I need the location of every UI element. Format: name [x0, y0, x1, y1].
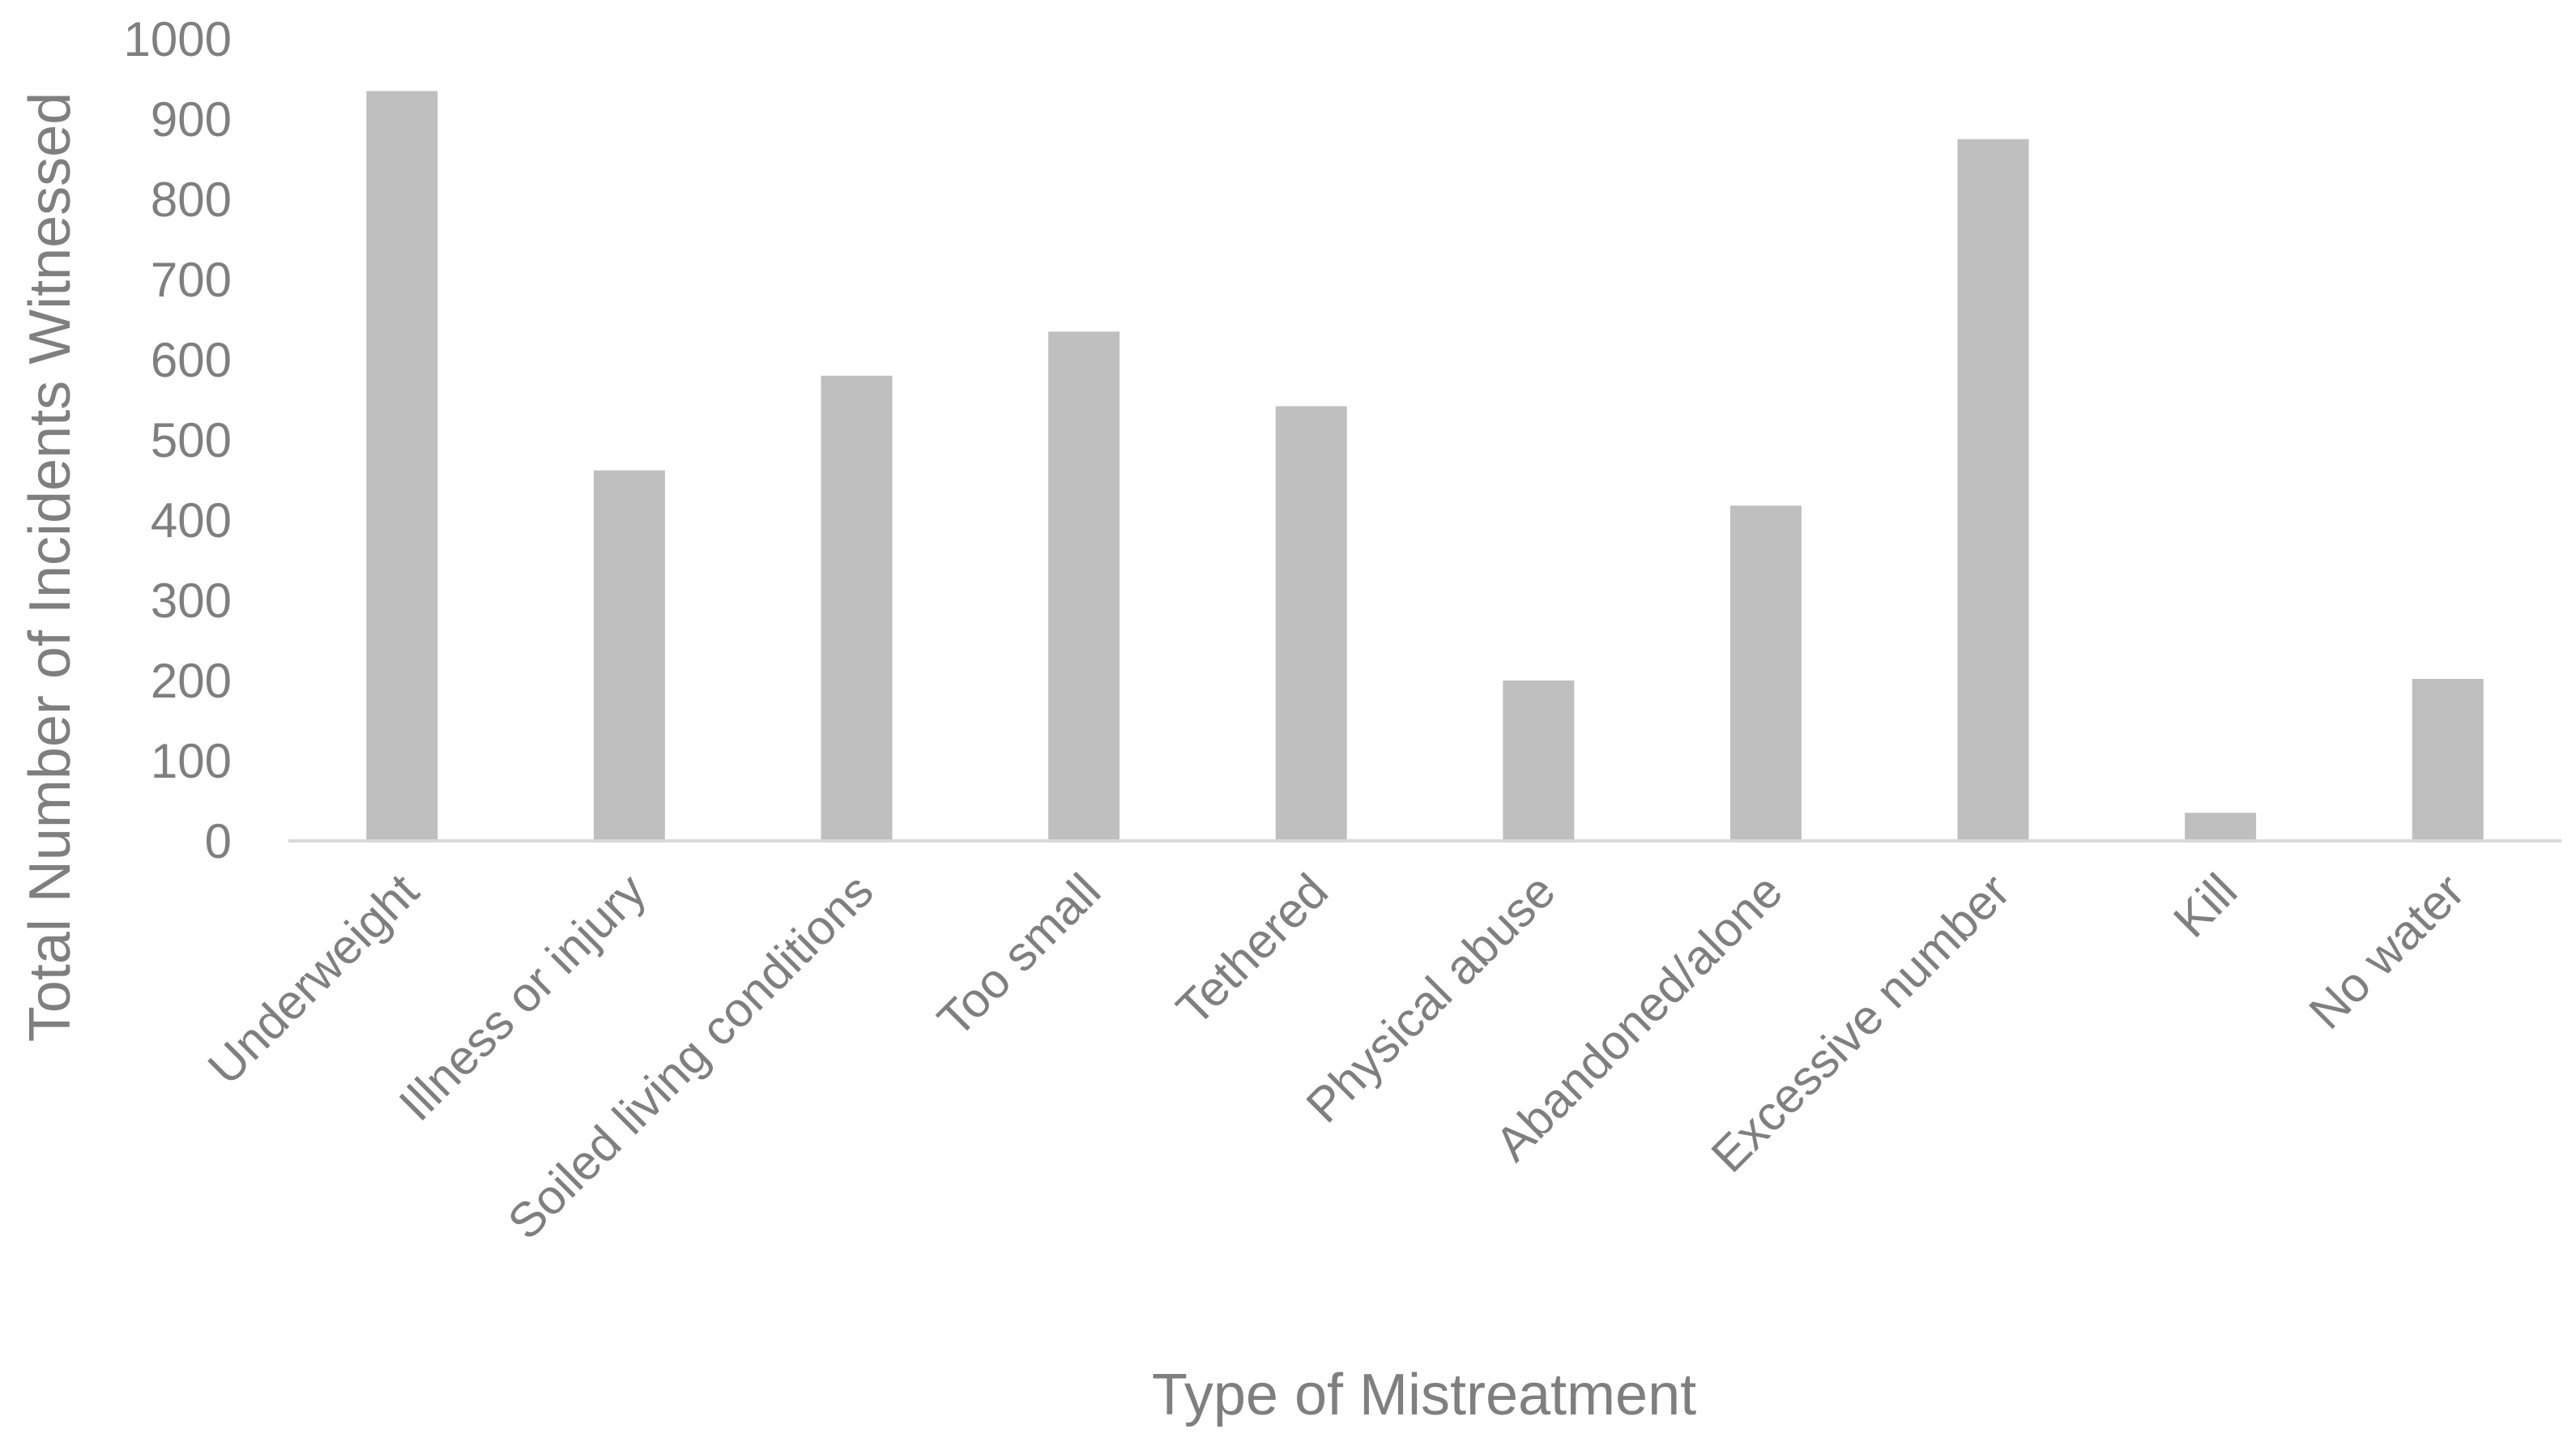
x-tick-label: Too small	[928, 864, 1111, 1047]
y-tick-label: 100	[151, 734, 232, 788]
bar	[366, 91, 438, 842]
y-tick-label: 900	[151, 92, 232, 147]
bar	[1729, 506, 1802, 841]
y-axis-ticks: 0 100 200 300 400 500 600 700 800 900 1000	[124, 12, 232, 868]
bar	[2185, 813, 2257, 841]
x-tick-label: No water	[2299, 864, 2475, 1039]
y-tick-label: 700	[151, 253, 232, 307]
y-tick-label: 800	[151, 173, 232, 227]
bar	[1048, 331, 1120, 842]
x-tick-label: Illness or injury	[389, 864, 656, 1131]
x-axis-title: Type of Mistreatment	[1152, 1363, 1696, 1427]
y-tick-label: 300	[151, 574, 232, 628]
x-tick-label: Underweight	[198, 864, 429, 1095]
bars-group	[366, 91, 2484, 842]
bar	[1275, 406, 1347, 841]
y-tick-label: 1000	[124, 12, 232, 66]
y-tick-label: 500	[151, 413, 232, 467]
y-axis-title: Total Number of Incidents Witnessed	[18, 92, 83, 1043]
bar	[1503, 680, 1575, 841]
bar	[593, 470, 665, 841]
x-tick-label: Tethered	[1166, 864, 1337, 1035]
x-tick-label: Kill	[2163, 864, 2247, 948]
y-tick-label: 200	[151, 654, 232, 708]
bar	[821, 375, 893, 841]
bar	[1957, 139, 2029, 841]
y-tick-label: 600	[151, 333, 232, 387]
y-tick-label: 0	[205, 814, 232, 868]
bar	[2412, 679, 2484, 841]
x-tick-label: Soiled living conditions	[497, 864, 884, 1250]
y-tick-label: 400	[151, 493, 232, 548]
